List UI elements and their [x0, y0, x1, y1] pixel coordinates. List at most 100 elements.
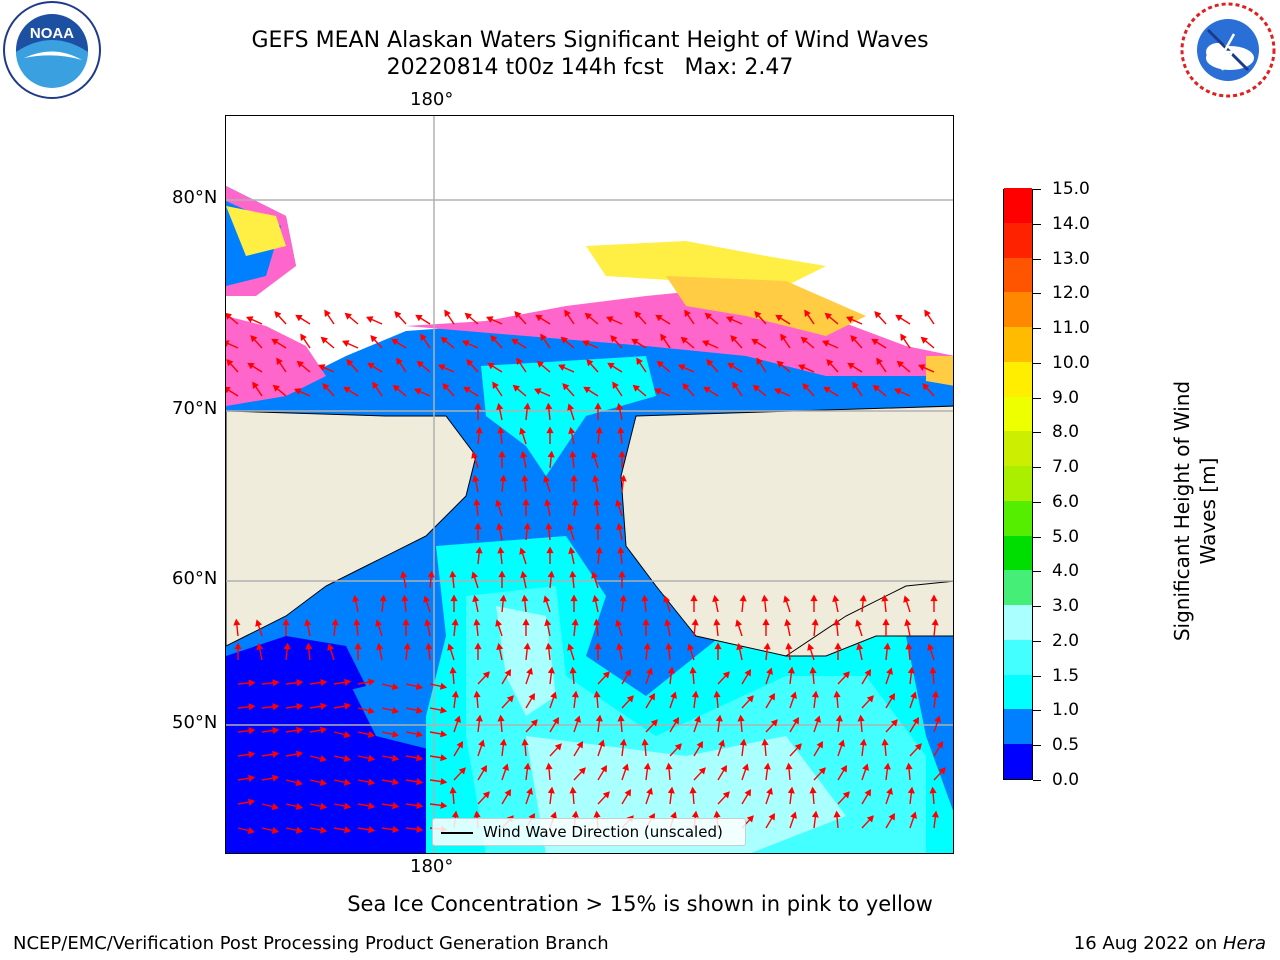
- wave-direction-arrowhead: [896, 360, 904, 368]
- wave-direction-arrowhead: [276, 357, 283, 365]
- wave-direction-arrowhead: [545, 402, 553, 410]
- colorbar-segment: [1004, 291, 1032, 328]
- wave-direction-arrowhead: [876, 357, 883, 365]
- wave-direction-arrowhead: [607, 362, 615, 370]
- wave-direction-arrowhead: [864, 789, 871, 797]
- wave-direction-arrowhead: [547, 786, 555, 794]
- wave-direction-arrowhead: [456, 741, 463, 749]
- wave-direction-arrowhead: [641, 594, 649, 602]
- colorbar-segment: [1004, 639, 1032, 675]
- wave-direction-arrowhead: [655, 314, 663, 322]
- wave-direction-arrowhead: [742, 763, 749, 771]
- wave-direction-arrowhead: [691, 690, 699, 698]
- wave-direction-arrowhead: [296, 360, 304, 368]
- wave-direction-arrowhead: [832, 594, 840, 603]
- wave-direction-arrowhead: [704, 312, 712, 320]
- wave-direction-arrowhead: [618, 570, 626, 578]
- wave-direction-arrowhead: [511, 338, 519, 346]
- wave-direction-arrowhead: [462, 340, 470, 347]
- wave-direction-arrowhead: [400, 570, 408, 579]
- wave-direction-arrowhead: [331, 618, 339, 626]
- wave-direction-arrowhead: [636, 357, 643, 365]
- wave-direction-arrowhead: [619, 594, 627, 602]
- wind-wave-arrows: [226, 309, 946, 835]
- lat-label-70: 70°N: [172, 398, 218, 419]
- wave-direction-arrowhead: [794, 743, 802, 751]
- wave-direction-arrowhead: [811, 690, 819, 698]
- land-alaska-peninsula: [784, 580, 953, 657]
- colorbar-tick-label: 13.0: [1052, 248, 1090, 269]
- wave-direction-arrowhead: [427, 570, 435, 578]
- wave-direction-arrowhead: [774, 388, 782, 395]
- wave-direction-arrowhead: [667, 786, 675, 794]
- wave-direction-arrowhead: [691, 810, 699, 818]
- wave-direction-arrowhead: [634, 311, 642, 319]
- wave-direction-arrowhead: [735, 619, 743, 627]
- wave-direction-arrowhead: [722, 671, 730, 679]
- wave-direction-arrowhead: [558, 364, 566, 371]
- wave-direction-arrowhead: [471, 451, 479, 459]
- wave-direction-arrowhead: [248, 727, 256, 735]
- wave-direction-arrowhead: [718, 739, 725, 747]
- wave-direction-arrowhead: [226, 386, 231, 394]
- wave-direction-arrowhead: [617, 426, 625, 434]
- wave-direction-arrowhead: [274, 311, 282, 319]
- wave-direction-arrowhead: [392, 778, 400, 786]
- map-subtitle: 20220814 t00z 144h fcst Max: 2.47: [386, 55, 794, 80]
- wave-direction-arrowhead: [665, 642, 673, 650]
- wave-direction-arrowhead: [785, 642, 793, 650]
- wave-direction-arrowhead: [567, 643, 575, 651]
- wave-direction-arrowhead: [473, 498, 481, 506]
- colorbar-tick-label: 8.0: [1052, 422, 1080, 443]
- wave-direction-arrowhead: [449, 666, 457, 674]
- sea-ice-yellow-n: [586, 241, 826, 286]
- wave-direction-arrowhead: [246, 316, 254, 323]
- wave-direction-arrowhead: [283, 642, 291, 650]
- wave-direction-arrowhead: [809, 666, 817, 674]
- wave-direction-arrowhead: [552, 717, 559, 725]
- wave-direction-arrowhead: [842, 671, 850, 679]
- wave-direction-arrowhead: [271, 338, 279, 346]
- wave-direction-arrowhead: [672, 717, 679, 725]
- wave-direction-arrowhead: [295, 779, 303, 787]
- wave-direction-arrowhead: [822, 340, 830, 347]
- wave-direction-arrowhead: [833, 618, 841, 626]
- wave-direction-arrowhead: [616, 402, 624, 411]
- wave-direction-arrowhead: [473, 690, 481, 698]
- colorbar-tick: [1033, 328, 1041, 330]
- wave-direction-arrowhead: [624, 669, 631, 677]
- wave-direction-arrowhead: [495, 499, 503, 507]
- wave-direction-arrowhead: [874, 311, 882, 319]
- wave-direction-arrowhead: [490, 335, 498, 343]
- wave-direction-arrowhead: [496, 642, 504, 651]
- wave-direction-arrowhead: [702, 340, 710, 347]
- colorbar-tick-label: 10.0: [1052, 352, 1090, 373]
- wave-direction-arrowhead: [780, 333, 787, 341]
- wave-direction-arrowhead: [234, 642, 242, 650]
- wave-direction-arrowhead: [514, 311, 522, 319]
- wave-direction-arrowhead: [473, 618, 481, 626]
- wave-direction-arrowhead: [522, 618, 530, 626]
- wave-direction-arrowhead: [499, 738, 507, 746]
- wave-direction-arrowhead: [295, 826, 304, 834]
- wave-direction-arrowhead: [574, 715, 581, 723]
- wave-direction-arrowhead: [768, 813, 775, 821]
- colorbar-segment: [1004, 535, 1032, 571]
- wave-direction-arrowhead: [343, 754, 352, 762]
- wave-direction-arrowhead: [391, 683, 399, 691]
- wave-direction-arrowhead: [586, 359, 594, 367]
- wave-direction-arrowhead: [296, 726, 304, 734]
- colorbar-segment: [1004, 500, 1032, 536]
- wave-direction-arrowhead: [528, 693, 535, 701]
- wave-direction-arrowhead: [618, 450, 626, 458]
- wave-direction-arrowhead: [754, 311, 762, 319]
- wave-direction-arrowhead: [569, 666, 577, 674]
- wave-direction-arrowhead: [922, 383, 930, 391]
- wave-direction-arrowhead: [474, 642, 482, 650]
- wave-direction-arrowhead: [474, 402, 482, 410]
- colorbar-tick-label: 1.5: [1052, 665, 1080, 686]
- wave-direction-arrowhead: [343, 731, 351, 739]
- map-title: GEFS MEAN Alaskan Waters Significant Hei…: [251, 28, 929, 53]
- wave-direction-arrowhead: [512, 384, 520, 392]
- wave-direction-arrowhead: [416, 778, 424, 786]
